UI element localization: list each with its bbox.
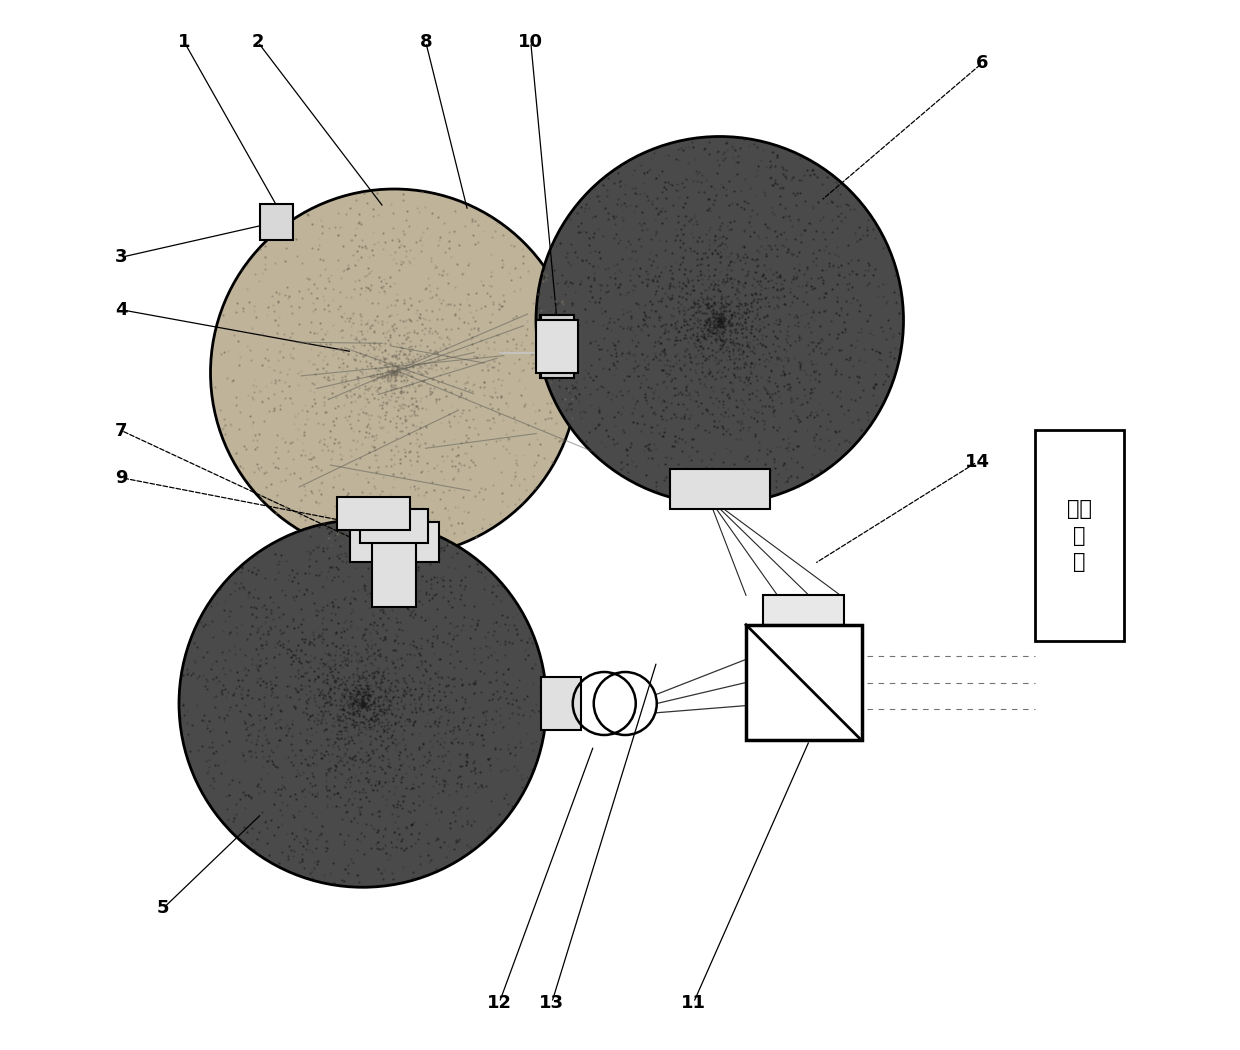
Bar (259, 204, 293, 240)
Bar (764, 595, 844, 625)
Text: 观察
目
标: 观察 目 标 (1066, 499, 1092, 572)
Text: 2: 2 (252, 33, 264, 51)
Bar (536, 320, 578, 373)
Circle shape (536, 136, 904, 504)
Bar (539, 315, 573, 378)
Text: 5: 5 (157, 899, 170, 918)
Bar (541, 677, 582, 730)
Text: 9: 9 (115, 468, 128, 487)
Bar (350, 522, 439, 562)
Bar (372, 509, 417, 607)
Polygon shape (500, 315, 573, 378)
Bar (670, 469, 770, 509)
Text: 3: 3 (115, 248, 128, 267)
Text: 6: 6 (976, 54, 988, 72)
Text: 11: 11 (681, 993, 706, 1012)
Text: 8: 8 (419, 33, 432, 51)
Bar (1034, 430, 1123, 640)
Circle shape (179, 520, 547, 887)
Text: 13: 13 (539, 993, 564, 1012)
Text: 10: 10 (518, 33, 543, 51)
Bar (360, 509, 428, 543)
Text: 7: 7 (115, 421, 128, 440)
Text: 1: 1 (179, 33, 191, 51)
Bar (541, 315, 574, 378)
Text: 14: 14 (965, 453, 990, 471)
Text: 12: 12 (487, 993, 512, 1012)
Bar (336, 497, 410, 530)
Circle shape (211, 189, 578, 556)
Bar (746, 625, 862, 740)
Text: 4: 4 (115, 300, 128, 319)
